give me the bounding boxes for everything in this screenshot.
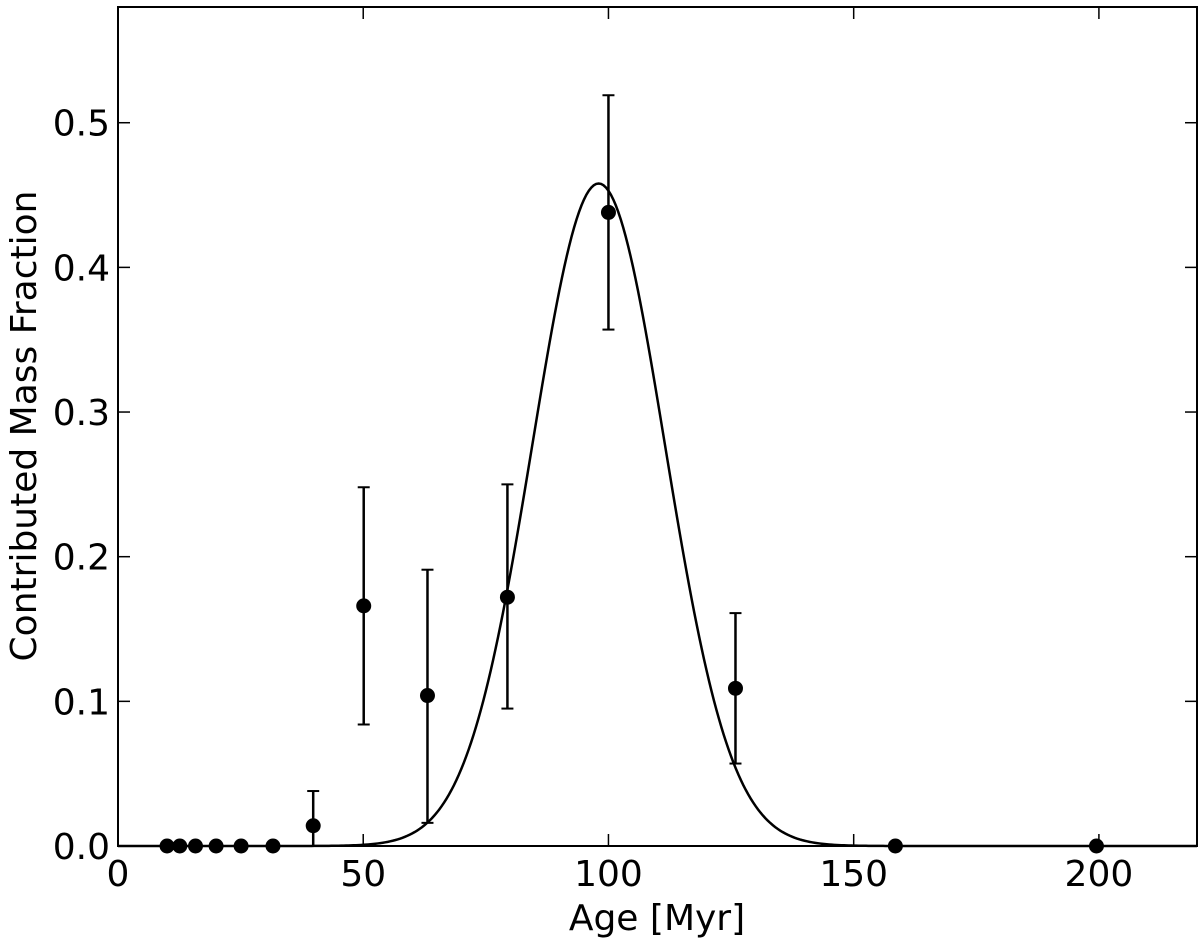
x-tick-label: 100 — [574, 854, 643, 895]
y-axis-label: Contributed Mass Fraction — [4, 191, 45, 662]
y-tick-label: 0.5 — [53, 104, 110, 145]
x-tick-label: 0 — [107, 854, 130, 895]
model-curve — [118, 182, 1197, 848]
x-axis-label: Age [Myr] — [569, 898, 745, 939]
data-point — [499, 589, 515, 605]
tick-label-group: 0 50 100 150 200 0.0 0.1 0.2 0.3 0.4 0.5 — [53, 104, 1134, 895]
y-tick-label: 0.4 — [53, 248, 110, 289]
y-tick-label: 0.3 — [53, 393, 110, 434]
data-point-group — [159, 204, 1104, 854]
data-point — [887, 838, 903, 854]
data-point — [305, 818, 321, 834]
data-point — [727, 680, 743, 696]
y-tick-label: 0.2 — [53, 538, 110, 579]
data-point — [419, 688, 435, 704]
data-point — [233, 838, 249, 854]
data-point — [265, 838, 281, 854]
data-point — [172, 838, 188, 854]
data-point — [1088, 838, 1104, 854]
data-point — [356, 598, 372, 614]
x-tick-label: 150 — [819, 854, 888, 895]
y-tick-label: 0.0 — [53, 827, 110, 868]
x-tick-label: 200 — [1065, 854, 1134, 895]
plot-frame — [117, 6, 1198, 847]
y-tick-label: 0.1 — [53, 682, 110, 723]
x-tick-label: 50 — [340, 854, 386, 895]
errorbar-group — [307, 94, 742, 847]
tick-group — [117, 7, 1197, 847]
data-point — [187, 838, 203, 854]
data-point — [208, 838, 224, 854]
data-point — [159, 838, 175, 854]
data-point — [600, 204, 616, 220]
